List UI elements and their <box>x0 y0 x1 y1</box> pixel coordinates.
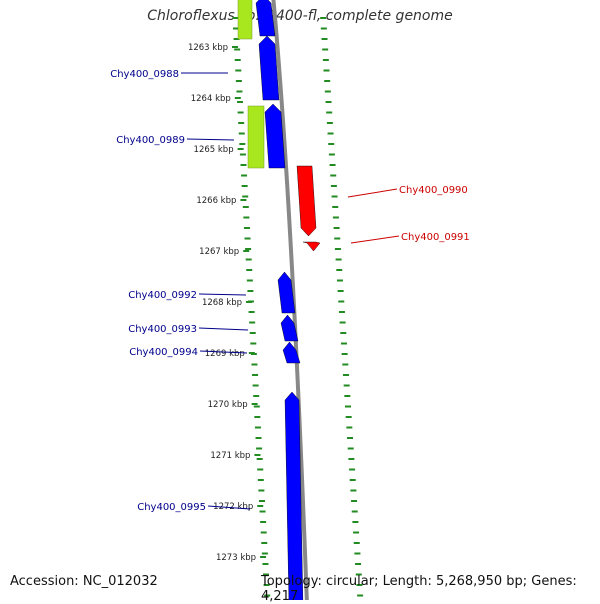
tick-label: 1273 kbp <box>216 553 256 563</box>
gene-label-chy400-0993[interactable]: Chy400_0993 <box>128 324 197 335</box>
gene-label-chy400-0989[interactable]: Chy400_0989 <box>116 135 185 146</box>
gene-label-chy400-0991[interactable]: Chy400_0991 <box>401 232 470 243</box>
gene-arrow-chy400-0990[interactable] <box>296 165 317 237</box>
gene-arrow-chy400-0988[interactable] <box>258 35 280 101</box>
gene-label-chy400-0994[interactable]: Chy400_0994 <box>129 347 198 358</box>
gene-label-leader <box>199 350 248 354</box>
tick-label: 1272 kbp <box>213 502 253 512</box>
genome-backbone <box>271 0 309 600</box>
gene-arrow-chy400-0991[interactable] <box>302 241 321 252</box>
gene-label-leader <box>186 138 235 141</box>
gene-arrow-chy400-0993[interactable] <box>280 314 299 342</box>
accession-label: Accession: NC_012032 <box>10 574 158 589</box>
gene-arrow-chy400-0994[interactable] <box>282 341 301 364</box>
gene-label-leader <box>350 235 400 244</box>
tick-label: 1263 kbp <box>188 43 228 53</box>
gene-label-chy400-0988[interactable]: Chy400_0988 <box>110 69 179 80</box>
gene-label-leader <box>198 327 249 331</box>
tick-label: 1270 kbp <box>208 400 248 410</box>
rna-feature-block <box>247 105 265 169</box>
gene-arrow-chy400-0992[interactable] <box>277 271 296 314</box>
tick-label: 1264 kbp <box>191 94 231 104</box>
gene-arrow-chy400-0989[interactable] <box>264 103 286 169</box>
rna-feature-block <box>237 0 253 40</box>
tick-label: 1266 kbp <box>196 196 236 206</box>
gene-label-leader <box>198 293 247 296</box>
gene-arrow-chy400-0995[interactable] <box>284 391 304 600</box>
tick-label: 1269 kbp <box>205 349 245 359</box>
gene-label-chy400-0995[interactable]: Chy400_0995 <box>137 502 206 513</box>
gene-arrow-forward[interactable] <box>255 0 276 37</box>
gene-label-chy400-0990[interactable]: Chy400_0990 <box>399 185 468 196</box>
tick-label: 1267 kbp <box>199 247 239 257</box>
tick-label: 1265 kbp <box>194 145 234 155</box>
genome-title: Chloroflexus sp. Y-400-fl, complete geno… <box>147 8 453 24</box>
gene-label-leader <box>207 505 251 510</box>
gene-label-chy400-0992[interactable]: Chy400_0992 <box>128 290 197 301</box>
tick-label: 1271 kbp <box>210 451 250 461</box>
gene-label-leader <box>347 188 398 198</box>
tick-label: 1268 kbp <box>202 298 242 308</box>
